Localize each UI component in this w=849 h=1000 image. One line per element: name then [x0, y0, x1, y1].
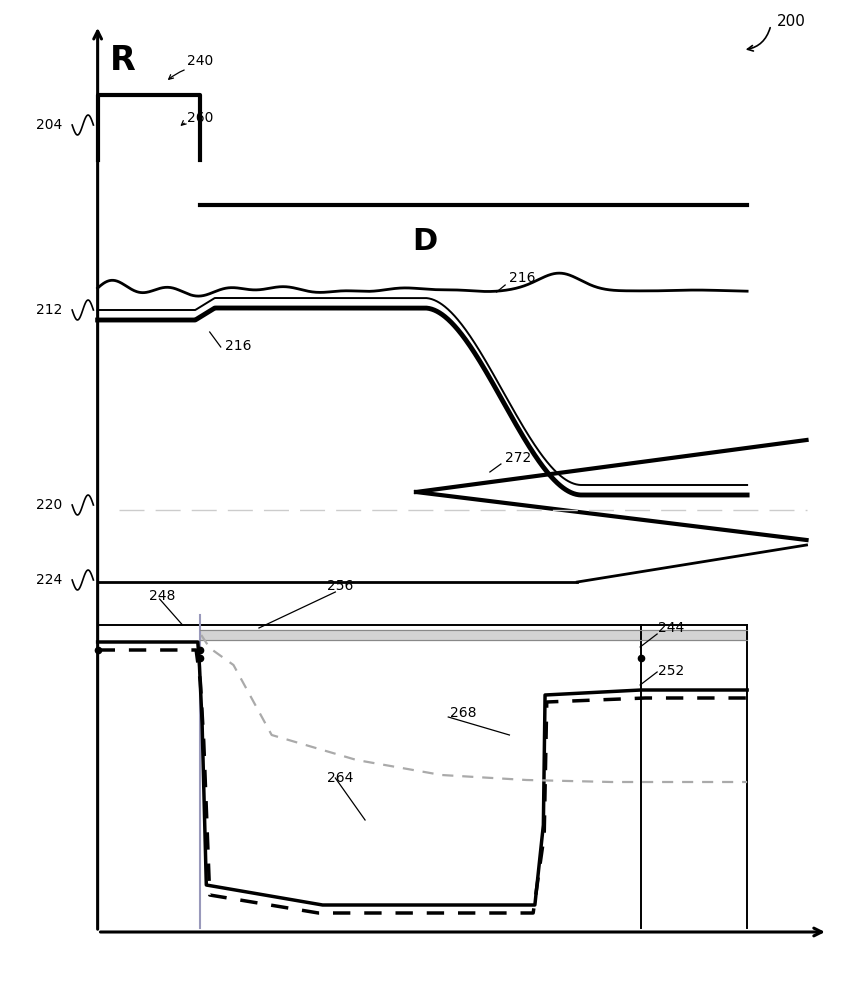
Text: 220: 220 [36, 498, 62, 512]
Text: 240: 240 [187, 54, 213, 68]
Text: 216: 216 [225, 339, 251, 353]
Text: R: R [110, 43, 136, 77]
Text: 200: 200 [777, 14, 806, 29]
Text: 268: 268 [450, 706, 476, 720]
Text: 256: 256 [327, 579, 353, 593]
Text: 216: 216 [509, 271, 536, 285]
Text: 244: 244 [658, 621, 684, 635]
Text: D: D [412, 228, 437, 256]
Text: 224: 224 [36, 573, 62, 587]
Text: 260: 260 [187, 111, 213, 125]
Text: 264: 264 [327, 771, 353, 785]
Text: 248: 248 [149, 589, 175, 603]
Text: 252: 252 [658, 664, 684, 678]
Text: 212: 212 [36, 303, 62, 317]
Text: 272: 272 [505, 451, 531, 465]
Text: 204: 204 [36, 118, 62, 132]
